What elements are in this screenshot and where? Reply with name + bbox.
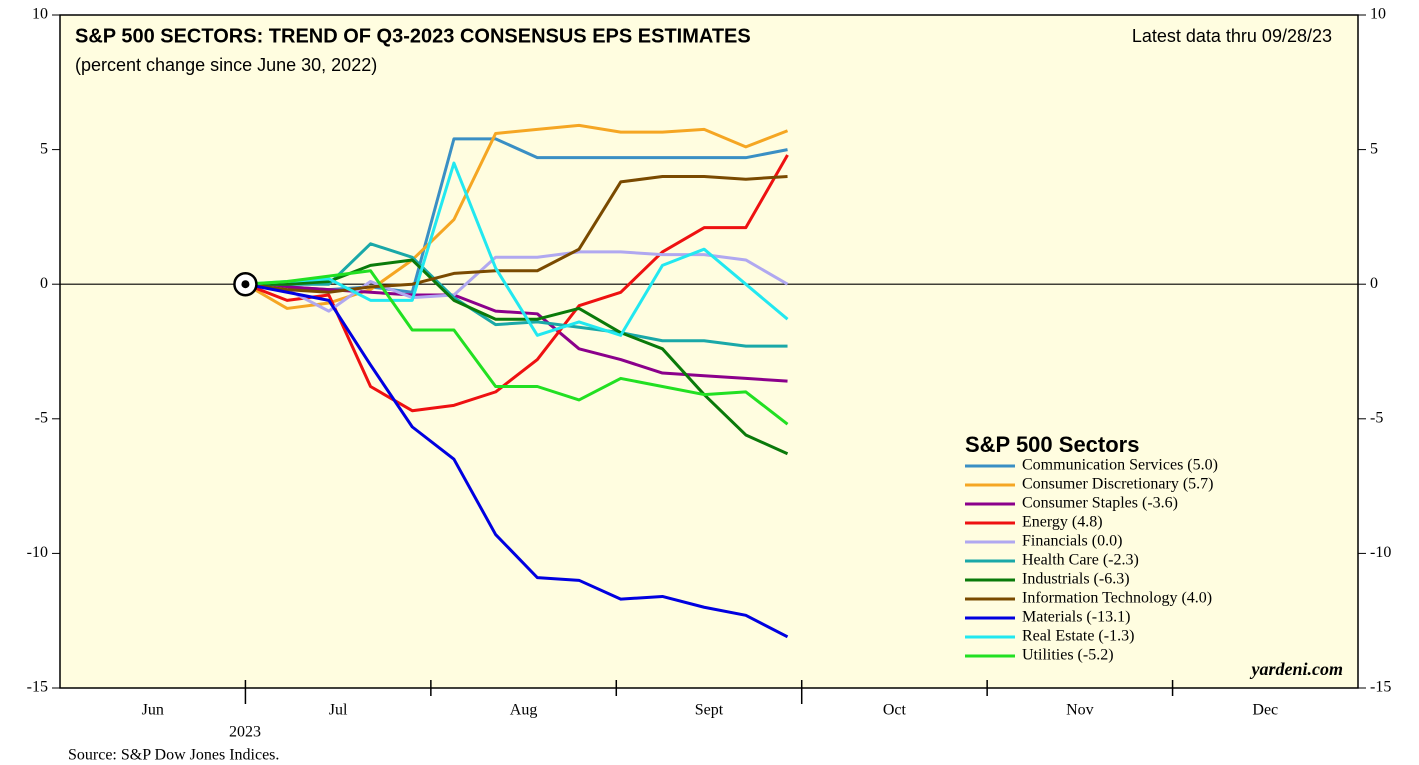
source: Source: S&P Dow Jones Indices. — [68, 747, 279, 764]
x-tick-label: Nov — [1066, 702, 1094, 719]
y2-tick-label: 5 — [1370, 140, 1378, 157]
x-tick-label: Oct — [883, 702, 907, 719]
y-tick-label: -15 — [27, 679, 48, 696]
legend-label: Financials (0.0) — [1022, 533, 1122, 550]
legend-label: Consumer Staples (-3.6) — [1022, 495, 1178, 512]
y-tick-label: 5 — [40, 140, 48, 157]
legend-label: Energy (4.8) — [1022, 514, 1103, 531]
watermark: yardeni.com — [1250, 659, 1344, 679]
series-line — [245, 269, 789, 426]
legend-label: Consumer Discretionary (5.7) — [1022, 476, 1214, 493]
x-tick-label: Aug — [510, 702, 538, 719]
legend-label: Industrials (-6.3) — [1022, 571, 1130, 588]
y-tick-label: 0 — [40, 275, 48, 292]
x-tick-label: Jul — [329, 702, 348, 719]
y2-tick-label: -15 — [1370, 679, 1391, 696]
y2-tick-label: 0 — [1370, 275, 1378, 292]
x-tick-label: Jun — [142, 702, 164, 719]
series-line — [244, 123, 789, 310]
legend-title: S&P 500 Sectors — [965, 432, 1139, 457]
year-label: 2023 — [229, 724, 261, 741]
start-marker-dot — [241, 280, 250, 289]
chart-title: S&P 500 SECTORS: TREND OF Q3-2023 CONSEN… — [75, 25, 751, 47]
x-tick-label: Sept — [695, 702, 724, 719]
x-tick-label: Dec — [1252, 702, 1278, 719]
series-line — [245, 282, 789, 639]
legend-label: Utilities (-5.2) — [1022, 647, 1114, 664]
legend-label: Health Care (-2.3) — [1022, 552, 1139, 569]
series-line — [245, 258, 789, 456]
y-tick-label: 10 — [32, 6, 48, 23]
series-line — [245, 250, 789, 313]
note: Latest data thru 09/28/23 — [1132, 26, 1332, 46]
y-tick-label: -10 — [27, 544, 48, 561]
legend-label: Real Estate (-1.3) — [1022, 628, 1134, 645]
legend-label: Materials (-13.1) — [1022, 609, 1130, 626]
plot-area — [59, 14, 1359, 689]
chart-subtitle: (percent change since June 30, 2022) — [75, 55, 377, 75]
y-tick-label: -5 — [35, 409, 48, 426]
series-line — [245, 175, 788, 294]
y2-tick-label: 10 — [1370, 6, 1386, 23]
legend-label: Communication Services (5.0) — [1022, 457, 1218, 474]
y2-tick-label: -5 — [1370, 409, 1383, 426]
legend-label: Information Technology (4.0) — [1022, 590, 1212, 607]
series-line — [245, 161, 789, 337]
y2-tick-label: -10 — [1370, 544, 1391, 561]
